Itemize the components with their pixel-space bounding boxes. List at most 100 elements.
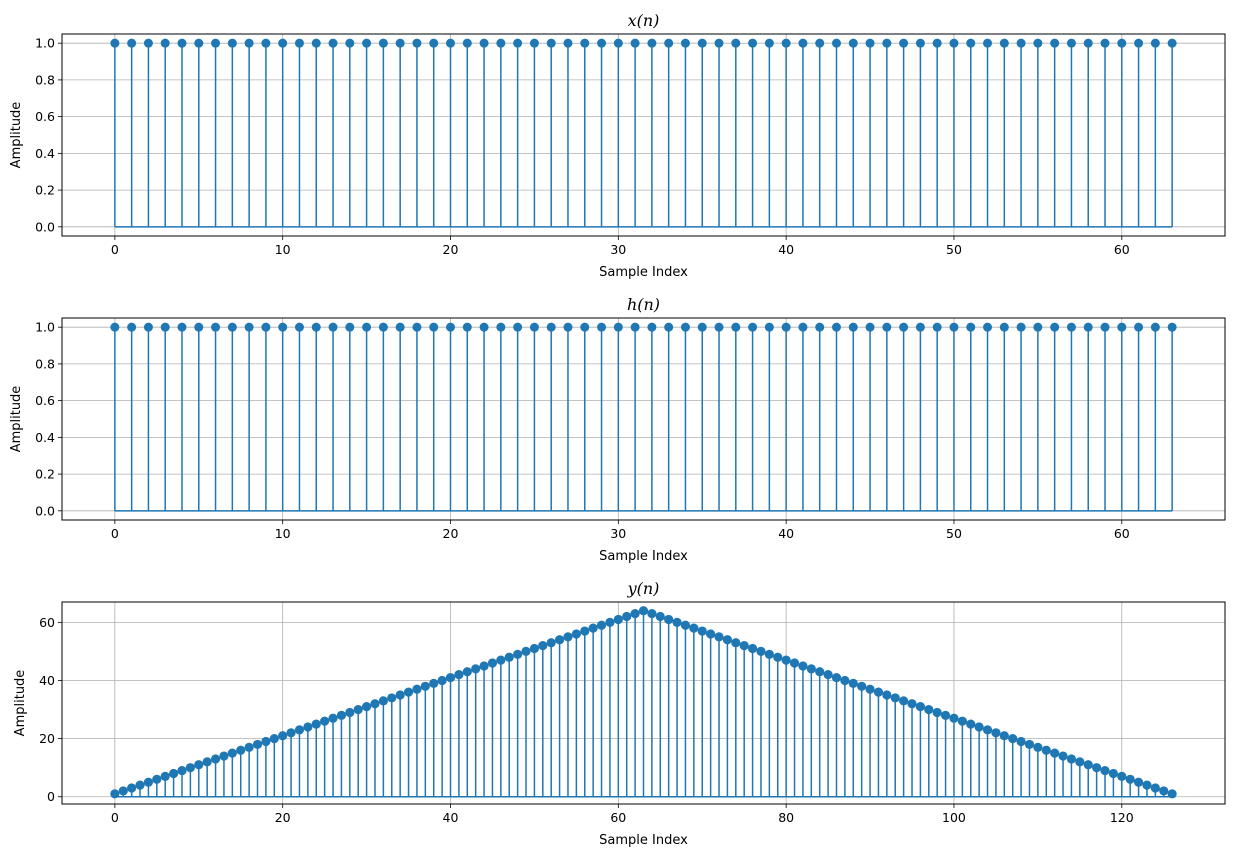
stem-marker [697,626,707,636]
stem-marker [311,38,321,48]
subplot-h: h(n) 0 10 20 30 40 50 60 0.0 0.2 0.4 0.6 0.8 1.0 Sa… [9,295,1226,564]
y-tick-label: 0.4 [35,430,55,445]
stem-marker [378,696,388,706]
stem-marker [940,710,951,720]
y-axis-ticks: 0.0 0.2 0.4 0.6 0.8 1.0 [35,320,62,518]
stem-marker [110,322,120,332]
stem-marker [999,731,1009,741]
stem-marker [210,754,221,764]
stem-marker [244,38,254,48]
stem-marker [915,38,925,48]
stem-marker [538,640,548,651]
stem-marker [773,652,783,662]
stem-marker [672,617,682,627]
stem-marker [899,696,909,706]
stem-marker [110,789,120,799]
stem-marker [865,38,875,48]
stem-marker [957,716,967,726]
x-tick-label: 80 [778,810,794,825]
stem-marker [580,626,590,636]
y-tick-label: 0.8 [35,356,55,371]
stem-marker [848,678,858,688]
stem-marker [454,670,464,680]
stem-marker [1159,786,1169,796]
y-tick-label: 1.0 [35,36,55,51]
stem-marker [563,322,573,332]
stem-marker [378,38,388,48]
stem-marker [571,629,581,639]
x-axis-ticks: 0 10 20 30 40 50 60 [111,520,1130,541]
stem-marker [496,655,506,665]
y-tick-label: 0.8 [35,72,55,87]
stem-marker [655,611,665,622]
stem-marker [127,322,137,332]
stem-marker [764,322,774,332]
stem-marker [781,655,791,665]
x-axis-ticks: 0 10 20 30 40 50 60 [111,236,1130,257]
stem-marker [966,38,976,48]
stem-marker [328,322,338,332]
stem-marker [748,38,758,48]
y-tick-label: 0 [47,789,55,804]
stem-marker [446,322,456,332]
stem-marker [974,722,984,732]
stem-marker [471,664,481,674]
y-tick-label: 0.6 [35,393,55,408]
stem-marker [563,38,573,48]
stem-marker [907,699,917,709]
stem-marker [966,322,976,332]
stem-marker [932,322,942,332]
stem-marker [479,661,489,671]
stem-marker [781,38,791,48]
stem-marker [320,716,330,726]
stem-marker [1083,38,1093,48]
y-axis-label: Amplitude [9,102,24,169]
stem-marker [823,670,833,680]
grid [62,318,1225,520]
stem-marker [1041,745,1051,755]
stem-marker [1150,783,1160,793]
stem-marker [865,322,875,332]
x-tick-label: 120 [1110,810,1134,825]
x-tick-label: 50 [946,526,962,541]
stem-marker [596,620,607,630]
stem-marker [588,623,598,633]
x-axis-label: Sample Index [599,833,688,848]
stem-marker [278,38,288,48]
stem-marker [1150,38,1160,48]
stem-marker [1134,38,1144,48]
stem-marker [554,635,565,645]
stem-marker [949,713,959,723]
stem-marker [160,322,170,332]
y-tick-label: 0.2 [35,183,55,198]
y-axis-label: Amplitude [9,386,24,453]
stem-marker [848,38,858,48]
stem-marker [261,736,271,747]
stem-marker [1167,789,1177,799]
stem-marker [1150,322,1160,332]
stem-marker [177,765,187,776]
stem-marker [739,640,749,651]
stem-marker [1075,757,1085,767]
y-tick-label: 1.0 [35,320,55,335]
stem-marker [915,322,925,332]
stem-marker [983,322,993,332]
stem-marker [630,322,640,332]
stem-marker [748,322,758,332]
stem-marker [697,38,707,48]
x-tick-label: 30 [610,526,626,541]
stem-marker [420,681,430,691]
stem-marker [1066,322,1076,332]
x-tick-label: 10 [275,242,291,257]
stem-marker [227,38,237,48]
stem-marker [664,38,674,48]
stem-marker [1083,760,1093,770]
stem-marker [1024,739,1035,750]
x-tick-label: 0 [111,526,119,541]
x-tick-label: 40 [778,526,794,541]
stem-marker [580,38,590,48]
stem-marker [1117,771,1127,781]
stem-marker [261,322,271,332]
x-axis-label: Sample Index [599,265,688,280]
stem-marker [403,687,414,697]
